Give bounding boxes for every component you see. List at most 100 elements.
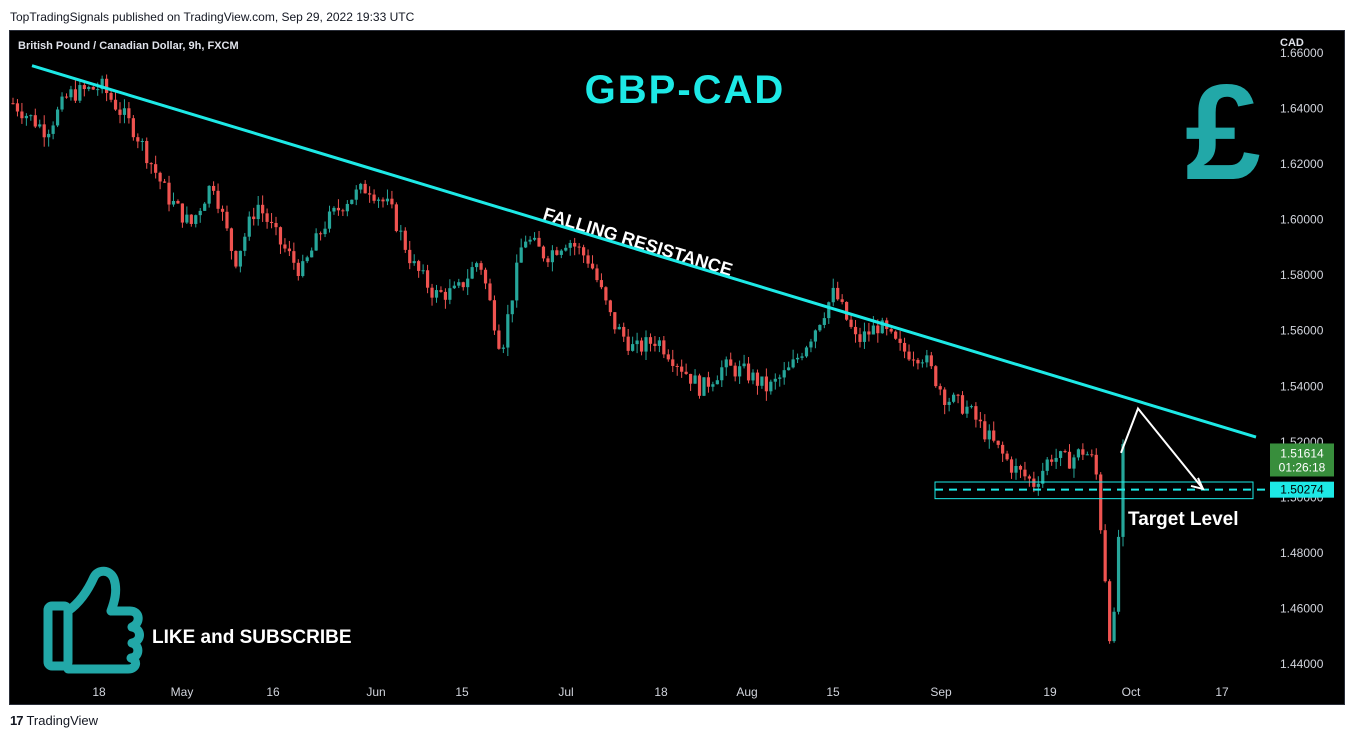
candle-body (680, 366, 684, 372)
candle-body (1072, 457, 1076, 469)
candle-body (809, 341, 813, 348)
candle-body (965, 406, 969, 414)
candle-body (1018, 465, 1023, 470)
candle-body (662, 340, 666, 355)
candle-body (702, 377, 706, 396)
candle-body (622, 326, 626, 337)
candle-body (247, 216, 251, 237)
candle-body (764, 376, 768, 392)
candle-body (532, 237, 537, 240)
target-price-tag (1270, 481, 1334, 498)
candle-body (372, 194, 376, 201)
candle-body (876, 325, 880, 334)
candle-body (853, 326, 858, 335)
price-chart[interactable]: British Pound / Canadian Dollar, 9h, FXC… (10, 31, 1345, 705)
candle-body (1001, 444, 1005, 454)
candle-body (818, 324, 822, 331)
candle-body (519, 247, 523, 263)
candle-body (149, 163, 153, 165)
candle-body (795, 357, 800, 360)
candle-body (1076, 449, 1081, 458)
candle-body (461, 282, 465, 288)
candle-body (127, 108, 131, 119)
candle-body (586, 255, 590, 264)
candle-body (778, 377, 782, 379)
chart-title: GBP-CAD (585, 68, 786, 112)
candle-body (751, 372, 755, 381)
candle-body (693, 375, 697, 384)
x-tick-label: Jun (366, 685, 385, 699)
candle-body (1032, 478, 1036, 487)
candle-body (613, 312, 617, 330)
candle-body (684, 371, 688, 374)
candle-body (216, 190, 220, 209)
candle-body (234, 250, 238, 267)
candle-body (559, 250, 563, 255)
candle-body (167, 182, 171, 205)
candle-body (33, 115, 37, 127)
candle-body (29, 115, 33, 117)
candle-body (831, 287, 835, 303)
candle-body (212, 185, 216, 191)
candle-body (1081, 449, 1085, 455)
x-tick-label: 17 (1215, 685, 1229, 699)
price-axis: CAD 1.66000 1.64000 1.62000 1.60000 1.58000 1… (1270, 31, 1344, 704)
candle-body (898, 338, 902, 343)
candle-body (974, 406, 978, 420)
candle-body (653, 343, 657, 346)
candle-body (706, 377, 711, 387)
candle-body (773, 378, 777, 382)
candle-body (318, 233, 323, 235)
candle-body (390, 198, 394, 205)
candle-body (176, 200, 180, 204)
candle-body (1050, 459, 1054, 462)
candle-body (822, 318, 826, 325)
candle-body (105, 78, 109, 94)
last-price-tag (1270, 443, 1334, 477)
candle-body (787, 367, 791, 371)
candle-body (916, 359, 920, 364)
candle-body (180, 203, 184, 223)
thumbs-up-icon (43, 566, 144, 674)
candle-body (100, 78, 104, 90)
candle-body (992, 430, 996, 441)
candle-body (492, 300, 497, 331)
candle-body (55, 109, 60, 126)
candle-body (15, 103, 20, 112)
candle-body (470, 267, 474, 279)
y-tick-label: 1.54000 (1280, 379, 1324, 393)
candle-body (867, 331, 871, 335)
candle-body (368, 193, 372, 195)
candle-body (631, 344, 635, 351)
candle-body (354, 189, 358, 200)
target-price-value: 1.50274 (1280, 483, 1324, 497)
candle-body (996, 440, 1000, 445)
x-tick-label: 19 (1043, 685, 1057, 699)
candle-body (434, 290, 439, 298)
candle-body (278, 227, 283, 245)
candle-body (956, 394, 960, 396)
candle-body (769, 381, 773, 392)
tradingview-logo-icon: 17 (10, 713, 24, 728)
candle-body (604, 287, 608, 301)
chart-panel[interactable]: British Pound / Canadian Dollar, 9h, FXC… (9, 30, 1345, 705)
candle-body (720, 367, 724, 381)
candle-body (617, 326, 621, 330)
candle-body (635, 340, 639, 345)
candle-body (336, 207, 341, 211)
candle-body (827, 302, 831, 319)
projection-arrowhead (1190, 477, 1205, 491)
candle-body (314, 233, 318, 251)
candle-body (301, 261, 305, 277)
candle-body (341, 210, 345, 212)
candle-body (1058, 451, 1063, 458)
candle-body (78, 85, 82, 101)
candle-body (907, 351, 911, 360)
candle-body (430, 287, 434, 298)
candle-body (292, 251, 296, 263)
candle-body (510, 300, 514, 315)
candle-body (252, 216, 256, 220)
candle-body (1054, 457, 1058, 462)
candle-body (836, 287, 840, 300)
candle-body (644, 337, 648, 352)
